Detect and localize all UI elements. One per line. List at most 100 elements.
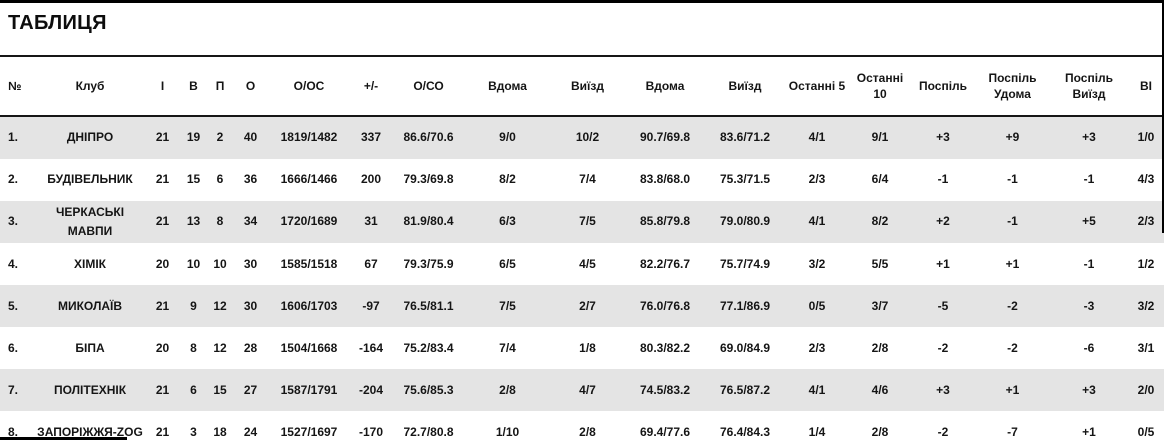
cell-vi: 2/3 [1137,214,1155,229]
cell-away-avg: 75.3/71.5 [719,172,771,187]
cell-points: 30 [243,256,258,271]
cell-avg-pts: 72.7/80.8 [403,424,454,439]
cell-wins: 19 [186,130,201,145]
cell-streak: +3 [936,130,950,145]
cell-home-record: 6/5 [499,256,516,271]
cell-losses: 8 [216,214,224,229]
cell-wins: 13 [186,214,201,229]
cell-points: 24 [243,424,258,439]
cell-last-5: 2/3 [808,340,826,355]
cell-home-streak: -1 [1007,214,1018,229]
cell-away-avg: 79.0/80.9 [719,214,771,229]
cell-vi: 3/2 [1137,298,1155,313]
club-name: БУДІВЕЛЬНИК [47,172,133,187]
cell-away-record: 7/5 [579,214,596,229]
cell-away-record: 1/8 [579,340,596,355]
cell-points: 30 [243,298,258,313]
cell-avg-pts: 86.6/70.6 [403,130,454,145]
cell-home-record: 7/5 [499,298,516,313]
cell-losses: 6 [216,172,224,187]
cell-pts-for-against: 1606/1703 [280,298,338,313]
column-header-club: Клуб [35,55,145,117]
column-header-away-avg: Виїзд [705,55,785,117]
cell-away-avg: 69.0/84.9 [719,340,771,355]
cell-streak: -1 [937,172,949,187]
cell-games: 20 [155,340,170,355]
cell-away-record: 7/4 [579,172,596,187]
cell-plus-minus: -204 [358,382,384,397]
cell-plus-minus: -170 [358,424,384,439]
column-header-home-record: Вдома [465,55,550,117]
cell-home-avg: 85.8/79.8 [639,214,691,229]
cell-games: 21 [155,172,170,187]
cell-points: 27 [243,382,258,397]
cell-vi: 2/0 [1137,382,1155,397]
cell-home-streak: -2 [1007,340,1018,355]
cell-games: 21 [155,130,170,145]
cell-last-10: 2/8 [871,340,889,355]
column-header-wins: В [180,55,207,117]
club-name: ЗАПОРІЖЖЯ-ZOG [37,424,143,439]
cell-last-10: 5/5 [871,256,889,271]
cell-away-record: 10/2 [575,130,600,145]
standings-table: № Клуб І В П О О/ОС +/- О/СО Вдома Виїзд Вдома Виїзд… [0,55,1164,440]
cell-points: 34 [243,214,258,229]
cell-home-record: 7/4 [499,340,516,355]
cell-home-avg: 69.4/77.6 [639,424,691,439]
cell-rank: 2. [8,172,19,187]
cell-home-avg: 83.8/68.0 [639,172,691,187]
cell-away-record: 4/5 [579,256,596,271]
column-header-home-avg: Вдома [625,55,705,117]
cell-streak: +3 [936,382,950,397]
cell-losses: 10 [213,256,227,271]
cell-rank: 1. [8,130,19,145]
cell-home-record: 8/2 [499,172,516,187]
cell-away-record: 2/8 [579,424,596,439]
table-row: 1. ДНІПРО 21 19 2 40 1819/1482 337 86.6/70.6 9/0 1… [0,116,1164,159]
cell-pts-for-against: 1819/1482 [280,130,338,145]
cell-avg-pts: 79.3/75.9 [403,256,454,271]
cell-points: 40 [243,130,258,145]
bottom-partial-line [0,437,127,440]
cell-last-5: 4/1 [808,130,826,145]
cell-last-5: 0/5 [808,298,826,313]
cell-vi: 4/3 [1137,172,1155,187]
cell-plus-minus: 200 [360,172,382,187]
column-header-avg-pts: О/СО [392,55,465,117]
column-header-away-streak: Поспіль Виїзд [1050,55,1128,117]
cell-home-avg: 82.2/76.7 [639,256,691,271]
column-header-pts-for-against: О/ОС [268,55,350,117]
cell-home-streak: -7 [1007,424,1018,439]
table-row: 3. ЧЕРКАСЬКІ МАВПИ 21 13 8 34 1720/1689 31 81.9/… [0,201,1164,244]
column-header-points: О [233,55,268,117]
club-name: ЧЕРКАСЬКІ МАВПИ [55,205,125,239]
cell-points: 36 [243,172,258,187]
column-header-plus-minus: +/- [350,55,392,117]
cell-home-streak: -2 [1007,298,1018,313]
cell-games: 21 [155,214,170,229]
column-header-vi: ВІ [1128,55,1164,117]
cell-rank: 4. [8,256,19,271]
cell-avg-pts: 79.3/69.8 [403,172,454,187]
table-row: 7. ПОЛІТЕХНІК 21 6 15 27 1587/1791 -204 75.6/85.… [0,369,1164,412]
table-row: 6. БІПА 20 8 12 28 1504/1668 -164 75.2/83.4 7/4 1/… [0,327,1164,370]
column-header-last-10: Останні 10 [849,55,911,117]
cell-away-streak: -6 [1083,340,1095,355]
cell-last-5: 1/4 [808,424,826,439]
cell-away-avg: 76.5/87.2 [719,382,771,397]
club-name: ДНІПРО [66,130,114,145]
cell-home-record: 1/10 [495,424,520,439]
cell-vi: 0/5 [1137,424,1155,439]
cell-home-record: 2/8 [499,382,516,397]
cell-away-streak: +3 [1082,130,1096,145]
top-border-line [0,0,1164,3]
cell-losses: 12 [213,298,227,313]
cell-vi: 1/0 [1137,130,1155,145]
cell-games: 20 [155,256,170,271]
cell-home-record: 6/3 [499,214,516,229]
cell-avg-pts: 75.2/83.4 [403,340,454,355]
cell-plus-minus: -97 [362,298,380,313]
cell-away-avg: 83.6/71.2 [719,130,771,145]
cell-points: 28 [243,340,258,355]
